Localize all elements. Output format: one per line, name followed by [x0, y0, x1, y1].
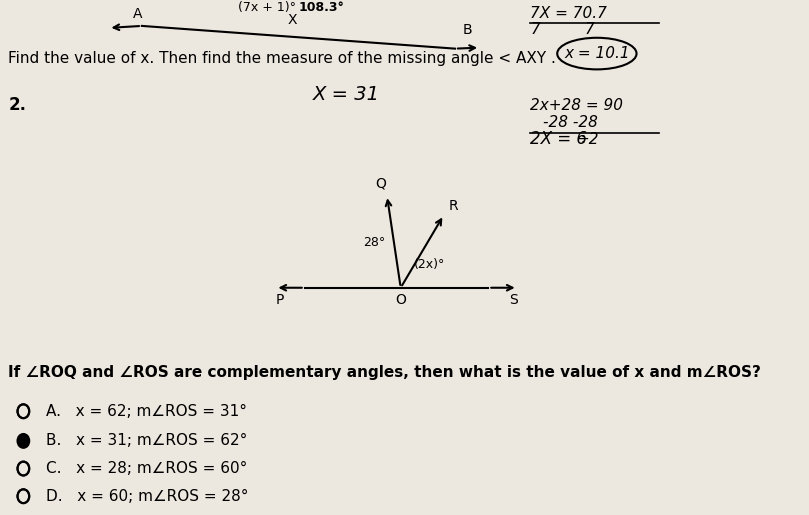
Text: 2x+28 = 90: 2x+28 = 90	[530, 98, 623, 113]
Text: S: S	[509, 293, 518, 306]
Text: 7: 7	[584, 22, 594, 37]
Text: X: X	[287, 13, 297, 27]
Text: C.   x = 28; m∠ROS = 60°: C. x = 28; m∠ROS = 60°	[46, 461, 248, 476]
Text: 28°: 28°	[363, 236, 385, 249]
Circle shape	[18, 434, 29, 448]
Text: If ∠ROQ and ∠ROS are complementary angles, then what is the value of x and m∠ROS: If ∠ROQ and ∠ROS are complementary angle…	[8, 365, 761, 380]
Text: 108.3°: 108.3°	[299, 1, 345, 14]
Text: B.   x = 31; m∠ROS = 62°: B. x = 31; m∠ROS = 62°	[46, 434, 248, 449]
Text: 7X = 70.7: 7X = 70.7	[530, 6, 607, 21]
Text: 2.: 2.	[8, 96, 27, 114]
Text: A.   x = 62; m∠ROS = 31°: A. x = 62; m∠ROS = 31°	[46, 404, 247, 419]
Text: 2X = 6: 2X = 6	[530, 130, 587, 148]
Text: A: A	[133, 7, 142, 21]
Text: 7: 7	[530, 22, 540, 37]
Text: R: R	[449, 199, 459, 213]
Text: D.   x = 60; m∠ROS = 28°: D. x = 60; m∠ROS = 28°	[46, 489, 248, 504]
Text: P: P	[276, 293, 284, 306]
Text: B: B	[463, 23, 472, 37]
Text: Find the value of x. Then find the measure of the missing angle < AXY .: Find the value of x. Then find the measu…	[8, 52, 557, 66]
Text: x = 10.1: x = 10.1	[564, 46, 629, 61]
Text: (2x)°: (2x)°	[414, 258, 446, 271]
Text: Q: Q	[375, 177, 386, 191]
Text: ÷2: ÷2	[576, 132, 599, 147]
Text: O: O	[396, 293, 406, 306]
Text: -28 -28: -28 -28	[543, 115, 598, 130]
Text: X = 31: X = 31	[313, 85, 380, 104]
Text: (7x + 1)°: (7x + 1)°	[238, 1, 296, 14]
